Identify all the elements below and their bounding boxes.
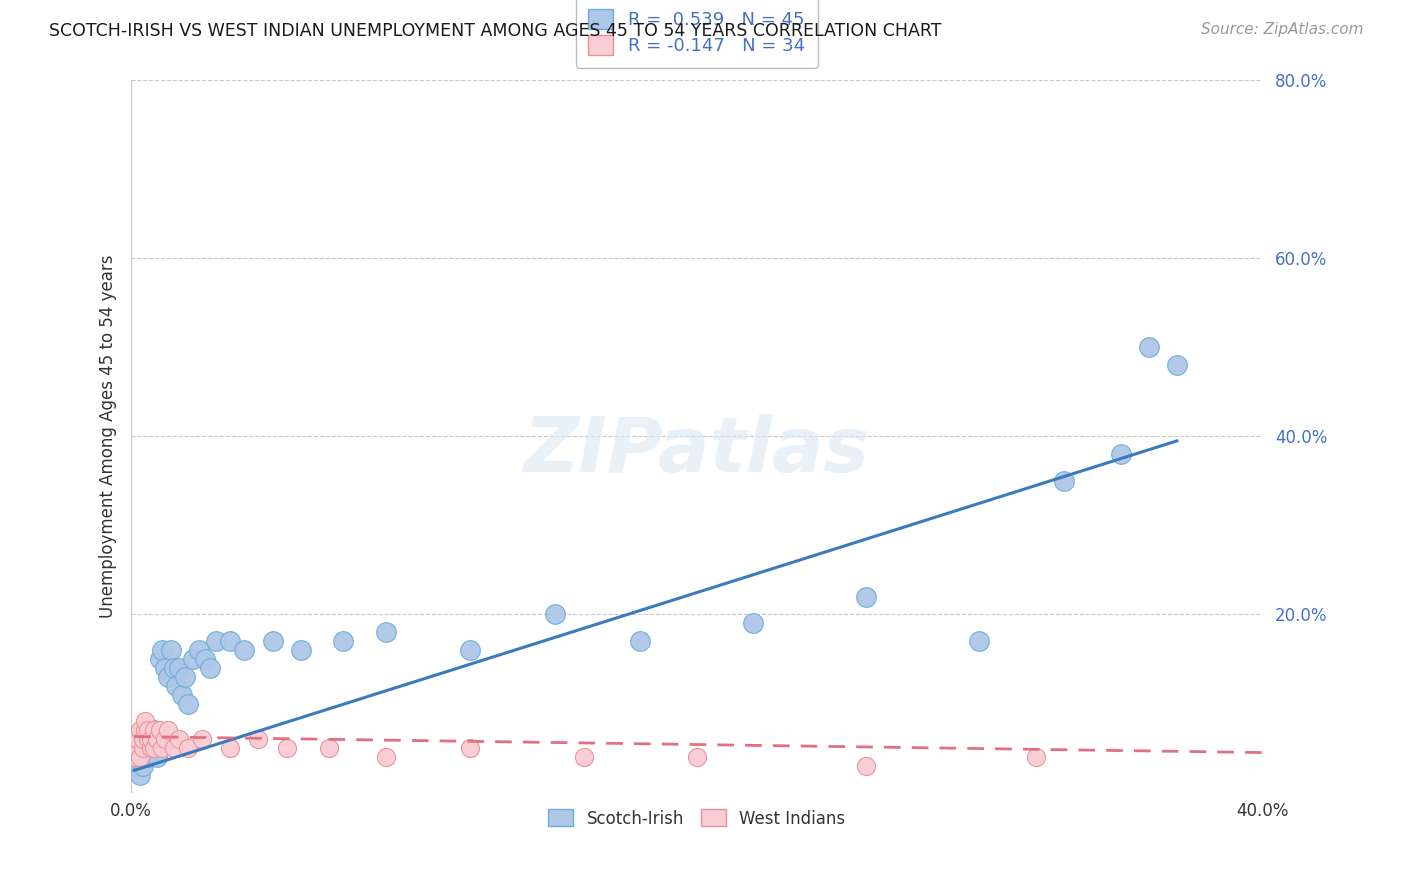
Point <box>128 768 150 782</box>
Point <box>742 616 765 631</box>
Point <box>134 750 156 764</box>
Point <box>194 652 217 666</box>
Point <box>172 688 194 702</box>
Point <box>128 750 150 764</box>
Point <box>153 732 176 747</box>
Point <box>262 634 284 648</box>
Point <box>131 759 153 773</box>
Point <box>247 732 270 747</box>
Point <box>855 590 877 604</box>
Point <box>139 732 162 747</box>
Point <box>685 750 707 764</box>
Point <box>134 741 156 756</box>
Point <box>148 652 170 666</box>
Point <box>122 750 145 764</box>
Point <box>332 634 354 648</box>
Point <box>122 759 145 773</box>
Point <box>142 723 165 738</box>
Point <box>169 661 191 675</box>
Point <box>142 741 165 756</box>
Point <box>125 741 148 756</box>
Point <box>233 643 256 657</box>
Point <box>174 670 197 684</box>
Point <box>1109 447 1132 461</box>
Point <box>131 741 153 756</box>
Point <box>156 723 179 738</box>
Point <box>1053 474 1076 488</box>
Point <box>131 732 153 747</box>
Point <box>1166 358 1188 372</box>
Point <box>134 714 156 729</box>
Point <box>163 741 186 756</box>
Point <box>318 741 340 756</box>
Point <box>188 643 211 657</box>
Point <box>131 732 153 747</box>
Point <box>136 723 159 738</box>
Point <box>128 723 150 738</box>
Point <box>460 643 482 657</box>
Point <box>156 670 179 684</box>
Point <box>219 634 242 648</box>
Point <box>136 732 159 747</box>
Point <box>177 697 200 711</box>
Point <box>219 741 242 756</box>
Point <box>572 750 595 764</box>
Point <box>163 661 186 675</box>
Point <box>159 643 181 657</box>
Point <box>134 723 156 738</box>
Point <box>460 741 482 756</box>
Point <box>1025 750 1047 764</box>
Point <box>125 732 148 747</box>
Y-axis label: Unemployment Among Ages 45 to 54 years: Unemployment Among Ages 45 to 54 years <box>100 254 117 618</box>
Point <box>150 643 173 657</box>
Point <box>628 634 651 648</box>
Point <box>855 759 877 773</box>
Point <box>153 661 176 675</box>
Point <box>183 652 205 666</box>
Point <box>205 634 228 648</box>
Point <box>128 741 150 756</box>
Point <box>145 732 167 747</box>
Point <box>969 634 991 648</box>
Point <box>374 625 396 640</box>
Point <box>166 679 188 693</box>
Point <box>290 643 312 657</box>
Point <box>142 723 165 738</box>
Point <box>148 723 170 738</box>
Point <box>139 741 162 756</box>
Legend: Scotch-Irish, West Indians: Scotch-Irish, West Indians <box>541 803 852 834</box>
Point <box>169 732 191 747</box>
Point <box>139 732 162 747</box>
Point <box>276 741 298 756</box>
Point <box>200 661 222 675</box>
Point <box>139 741 162 756</box>
Point <box>191 732 214 747</box>
Point <box>544 607 567 622</box>
Point <box>1137 340 1160 354</box>
Point <box>136 750 159 764</box>
Point <box>125 750 148 764</box>
Point <box>374 750 396 764</box>
Point <box>150 741 173 756</box>
Point <box>177 741 200 756</box>
Point <box>145 750 167 764</box>
Text: SCOTCH-IRISH VS WEST INDIAN UNEMPLOYMENT AMONG AGES 45 TO 54 YEARS CORRELATION C: SCOTCH-IRISH VS WEST INDIAN UNEMPLOYMENT… <box>49 22 942 40</box>
Text: Source: ZipAtlas.com: Source: ZipAtlas.com <box>1201 22 1364 37</box>
Text: ZIPatlas: ZIPatlas <box>523 414 870 488</box>
